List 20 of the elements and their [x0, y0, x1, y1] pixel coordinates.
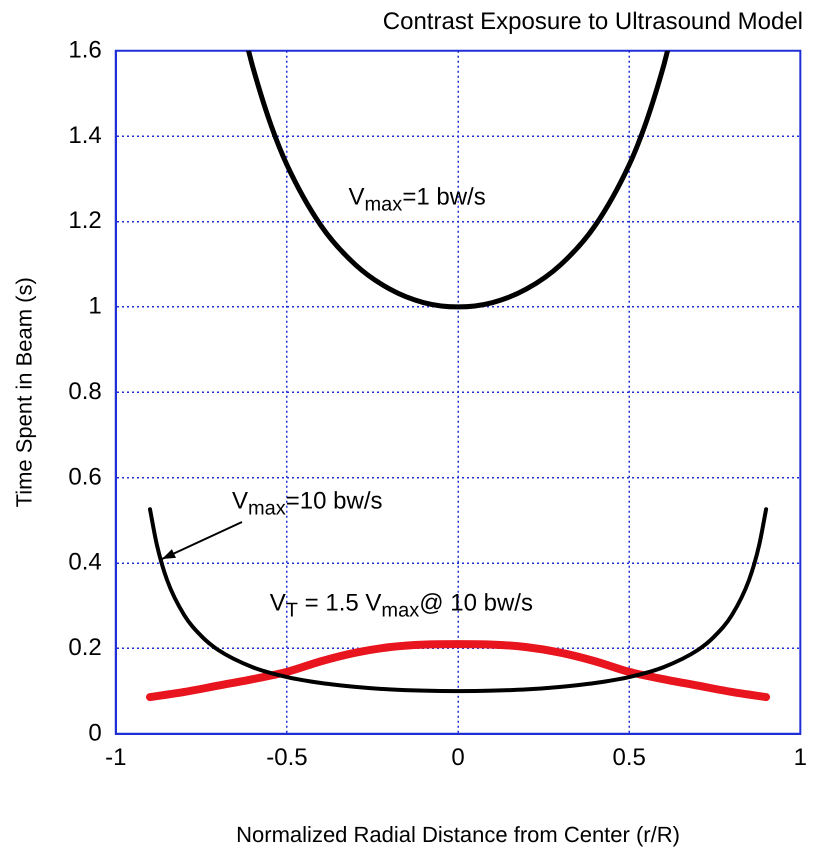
chart-title: Contrast Exposure to Ultrasound Model	[382, 8, 803, 36]
y-tick-label: 1	[88, 292, 102, 320]
annotation: V$_{T}$ = 1.5 V$_{max}$@ 10 bw/s	[270, 589, 533, 622]
y-tick-label: 0.6	[68, 463, 102, 490]
x-tick-label: -1	[105, 744, 126, 771]
x-tick-label: -0.5	[266, 744, 308, 771]
y-tick-label: 0.4	[68, 548, 102, 576]
x-tick-label: 1	[794, 744, 808, 771]
y-tick-label: 1.4	[68, 122, 102, 149]
y-axis-title: Time Spent in Beam (s)	[11, 277, 36, 508]
x-axis-title: Normalized Radial Distance from Center (r/R)	[236, 822, 680, 847]
annotation: V$_{max}$=1 bw/s	[348, 184, 486, 217]
y-tick-label: 1.6	[68, 36, 102, 64]
y-tick-label: 1.2	[68, 207, 102, 234]
y-tick-label: 0.8	[68, 378, 102, 405]
x-tick-label: 0	[451, 744, 465, 771]
annotation: V$_{max}$=10 bw/s	[232, 487, 383, 520]
y-tick-label: 0	[88, 719, 102, 746]
y-tick-label: 0.2	[68, 634, 102, 662]
x-tick-label: 0.5	[612, 744, 646, 771]
